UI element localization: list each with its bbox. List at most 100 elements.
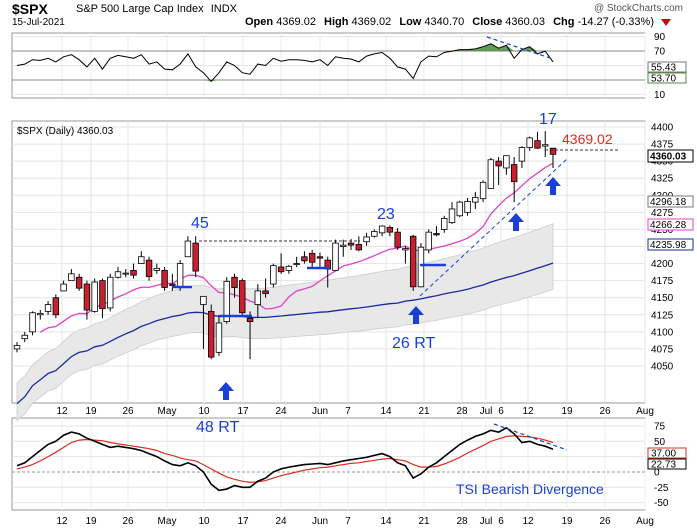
x-tick-label: Aug — [636, 516, 654, 527]
y-tick-label: 4375 — [651, 140, 674, 151]
candle — [441, 218, 448, 230]
x-tick-label: May — [158, 406, 177, 417]
open-label: Open — [245, 16, 274, 28]
candle — [161, 269, 168, 288]
y-tick-label: 4275 — [651, 208, 674, 219]
candle — [153, 267, 161, 271]
candle — [239, 280, 246, 314]
candle — [510, 164, 518, 183]
tsi-annotation: TSI Bearish Divergence — [456, 481, 604, 497]
x-tick-label: 17 — [237, 516, 249, 527]
candle — [371, 231, 378, 237]
candle — [130, 269, 137, 276]
rsi-box-2: 53.70 — [647, 72, 687, 85]
candle — [340, 244, 347, 247]
candle — [246, 317, 254, 323]
candle — [386, 226, 394, 233]
x-tick-label: Jun — [312, 516, 328, 527]
candle — [169, 283, 176, 286]
tsi-line — [16, 426, 554, 492]
candle — [208, 310, 215, 358]
x-tick-label: 7 — [345, 406, 351, 417]
candle — [417, 246, 425, 288]
candle — [176, 263, 184, 288]
rsi-divergence-line — [486, 36, 554, 60]
annotation-23: 23 — [377, 206, 395, 223]
candle — [301, 256, 308, 262]
page-subtitle: S&P 500 Large Cap Index INDX — [76, 3, 237, 15]
rsi-box-1: 55.43 — [647, 61, 687, 74]
y-tick-label: 4150 — [651, 293, 674, 304]
level-box-1: 4296.18 — [647, 195, 694, 208]
x-tick-label: 10 — [198, 406, 210, 417]
index-name: S&P 500 Large Cap Index — [76, 3, 204, 15]
arrow-up-icon — [545, 177, 561, 195]
rsi-tick-label: 10 — [654, 90, 666, 101]
candle — [99, 280, 106, 310]
candle — [231, 276, 238, 288]
candle — [44, 304, 52, 312]
y-tick-label: 4200 — [651, 259, 674, 270]
annotation-45: 45 — [191, 215, 209, 232]
x-tick-label: 21 — [418, 406, 430, 417]
tsi-value-1: 37.00 — [651, 449, 676, 460]
x-tick-label: 14 — [380, 516, 392, 527]
x-tick-label: Jun — [312, 406, 328, 417]
tsi-tick-label: 50 — [654, 437, 666, 448]
rsi-overbought-fill — [17, 43, 553, 52]
rsi-line — [16, 43, 554, 83]
x-tick-label: 28 — [456, 516, 468, 527]
candle — [378, 225, 386, 234]
candle — [91, 281, 98, 312]
candle — [409, 235, 417, 288]
tsi-series — [12, 425, 645, 504]
candle — [464, 201, 471, 213]
candle — [68, 273, 75, 282]
tsi-signal-line — [16, 435, 554, 484]
tsi-tick-label: -50 — [654, 498, 669, 509]
rsi-tick-label: 90 — [654, 32, 666, 43]
high-value: 4369.02 — [351, 16, 392, 28]
annotation-17: 17 — [539, 111, 557, 128]
rsi-tick-label: 70 — [654, 47, 666, 58]
price-label-box: 4360.03 — [647, 149, 694, 163]
ma-slow-line — [16, 262, 554, 405]
high-label: High — [324, 16, 349, 28]
annotation-high-value: 4369.02 — [562, 131, 613, 147]
x-tick-label: 12 — [522, 516, 534, 527]
annotation-48rt: 48 RT — [196, 419, 240, 436]
candle — [355, 244, 362, 251]
candle — [518, 147, 526, 162]
candle — [29, 312, 36, 333]
x-tick-label: 24 — [275, 406, 287, 417]
y-tick-label: 4050 — [651, 362, 674, 373]
price-overlays — [16, 162, 554, 405]
annotation-26rt: 26 RT — [392, 335, 436, 352]
price-legend: $SPX (Daily) 4360.03 — [17, 126, 114, 137]
candle — [433, 233, 440, 236]
x-tick-label: Aug — [636, 406, 654, 417]
level-label-1: 4296.18 — [650, 197, 687, 208]
candle — [21, 334, 28, 340]
rsi-value-1: 55.43 — [651, 63, 676, 74]
arrow-up-icon — [218, 382, 234, 400]
level-label-2: 4266.28 — [650, 220, 687, 231]
x-tick-label: 28 — [456, 406, 468, 417]
open-value: 4369.02 — [276, 16, 316, 28]
candle — [363, 236, 370, 243]
chg-label: Chg — [553, 16, 575, 28]
trendline-blue — [419, 158, 568, 297]
x-tick-label: 26 — [599, 516, 611, 527]
x-tick-label: 12 — [522, 406, 534, 417]
arrow-up-icon — [408, 306, 424, 324]
x-tick-label: 19 — [561, 516, 573, 527]
close-value: 4360.03 — [505, 16, 546, 28]
candle — [316, 256, 324, 259]
candle — [472, 196, 479, 203]
candle — [534, 140, 541, 149]
candle — [277, 266, 285, 273]
candle — [223, 280, 230, 323]
candle — [308, 252, 316, 263]
y-tick-label: 4325 — [651, 174, 674, 185]
page-title: $SPX — [12, 1, 48, 17]
